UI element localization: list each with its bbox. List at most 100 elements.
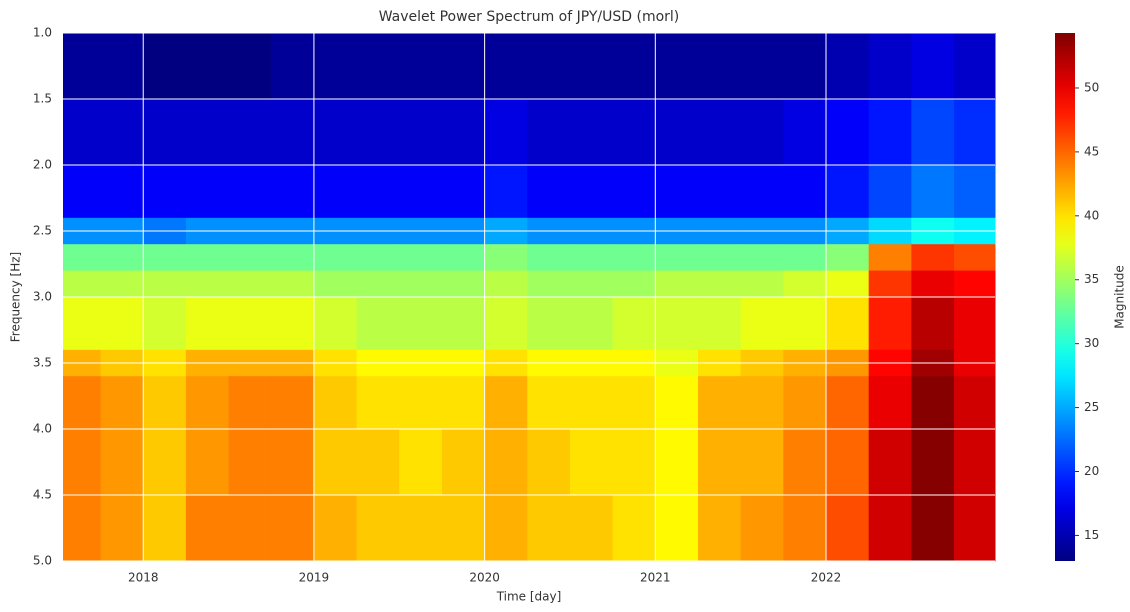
heatmap-cell — [569, 165, 614, 219]
heatmap-cell — [655, 429, 699, 496]
heatmap-cell — [143, 99, 187, 166]
x-axis-label: Time [day] — [496, 590, 562, 604]
heatmap-cell — [954, 270, 996, 298]
heatmap-cell — [271, 495, 315, 562]
heatmap-cell — [143, 429, 187, 496]
heatmap-cell — [868, 270, 912, 298]
x-tick-label: 2020 — [469, 571, 500, 585]
heatmap-cell — [612, 244, 656, 272]
heatmap-cell — [63, 376, 102, 430]
heatmap-cell — [399, 429, 443, 496]
heatmap-cell — [655, 495, 699, 562]
heatmap-cell — [271, 244, 315, 272]
y-tick-label: 5.0 — [33, 554, 52, 568]
heatmap-cell — [826, 297, 870, 351]
heatmap-cell — [228, 99, 272, 166]
heatmap-cell — [527, 165, 571, 219]
heatmap-cell — [228, 429, 272, 496]
heatmap-cell — [783, 429, 827, 496]
heatmap-cell — [911, 495, 955, 562]
heatmap-cell — [356, 376, 400, 430]
heatmap-cell — [399, 244, 443, 272]
heatmap-cell — [399, 165, 443, 219]
heatmap-cell — [100, 165, 144, 219]
colorbar — [1055, 33, 1075, 561]
heatmap-cell — [740, 33, 784, 100]
x-tick-label: 2018 — [128, 571, 159, 585]
heatmap-cell — [527, 244, 571, 272]
heatmap-cell — [868, 495, 912, 562]
heatmap-cell — [143, 270, 187, 298]
heatmap-cell — [826, 270, 870, 298]
heatmap-cell — [911, 165, 955, 219]
heatmap-cell — [228, 270, 272, 298]
heatmap-cell — [569, 33, 614, 100]
heatmap-cell — [612, 99, 656, 166]
x-tick-label: 2021 — [640, 571, 671, 585]
heatmap-cell — [313, 376, 358, 430]
x-tick-label: 2022 — [811, 571, 842, 585]
heatmap-cell — [868, 33, 912, 100]
heatmap-cell — [697, 99, 742, 166]
heatmap-cell — [569, 376, 614, 430]
chart-title: Wavelet Power Spectrum of JPY/USD (morl) — [379, 9, 680, 25]
heatmap-cell — [655, 99, 699, 166]
heatmap-cell — [612, 376, 656, 430]
heatmap-cell — [313, 495, 358, 562]
heatmap-cell — [143, 165, 187, 219]
heatmap-cell — [185, 165, 230, 219]
heatmap-cell — [783, 99, 827, 166]
heatmap-cell — [868, 165, 912, 219]
heatmap-cell — [954, 244, 996, 272]
heatmap-cell — [356, 99, 400, 166]
heatmap-cell — [63, 270, 102, 298]
heatmap-cell — [655, 244, 699, 272]
heatmap-cell — [527, 297, 571, 351]
heatmap-cell — [868, 244, 912, 272]
heatmap-cell — [697, 495, 742, 562]
y-axis-label: Frequency [Hz] — [9, 252, 23, 343]
heatmap-cell — [484, 376, 528, 430]
colorbar-label: Magnitude — [1113, 265, 1127, 329]
heatmap-cell — [783, 376, 827, 430]
heatmap-cell — [740, 429, 784, 496]
heatmap-cell — [569, 244, 614, 272]
heatmap-cell — [527, 429, 571, 496]
heatmap-cell — [63, 165, 102, 219]
heatmap-cell — [740, 165, 784, 219]
heatmap-cell — [484, 99, 528, 166]
heatmap-cell — [228, 376, 272, 430]
heatmap-cell — [954, 297, 996, 351]
heatmap-cell — [655, 33, 699, 100]
heatmap-cell — [313, 270, 358, 298]
colorbar-tick-label: 30 — [1084, 336, 1099, 350]
colorbar-tick-label: 45 — [1084, 144, 1099, 158]
y-tick-label: 4.5 — [33, 488, 52, 502]
heatmap-cell — [356, 33, 400, 100]
x-tick-label: 2019 — [299, 571, 330, 585]
heatmap-cell — [100, 376, 144, 430]
heatmap-cell — [441, 297, 486, 351]
heatmap-cell — [100, 297, 144, 351]
heatmap-cell — [399, 297, 443, 351]
heatmap-cell — [697, 429, 742, 496]
heatmap-cell — [228, 244, 272, 272]
heatmap-cell — [697, 270, 742, 298]
heatmap-cell — [911, 297, 955, 351]
heatmap-cell — [143, 376, 187, 430]
heatmap-cell — [740, 297, 784, 351]
heatmap-cell — [100, 99, 144, 166]
heatmap-cell — [399, 495, 443, 562]
heatmap-cell — [399, 33, 443, 100]
colorbar-tick-label: 25 — [1084, 400, 1099, 414]
heatmap-cell — [356, 297, 400, 351]
heatmap-cell — [612, 165, 656, 219]
heatmap-cell — [954, 429, 996, 496]
heatmap-cell — [911, 270, 955, 298]
heatmap-cell — [527, 33, 571, 100]
heatmap-cell — [655, 165, 699, 219]
heatmap-cell — [740, 495, 784, 562]
heatmap-cell — [356, 244, 400, 272]
heatmap-cell — [783, 33, 827, 100]
heatmap-cell — [783, 495, 827, 562]
